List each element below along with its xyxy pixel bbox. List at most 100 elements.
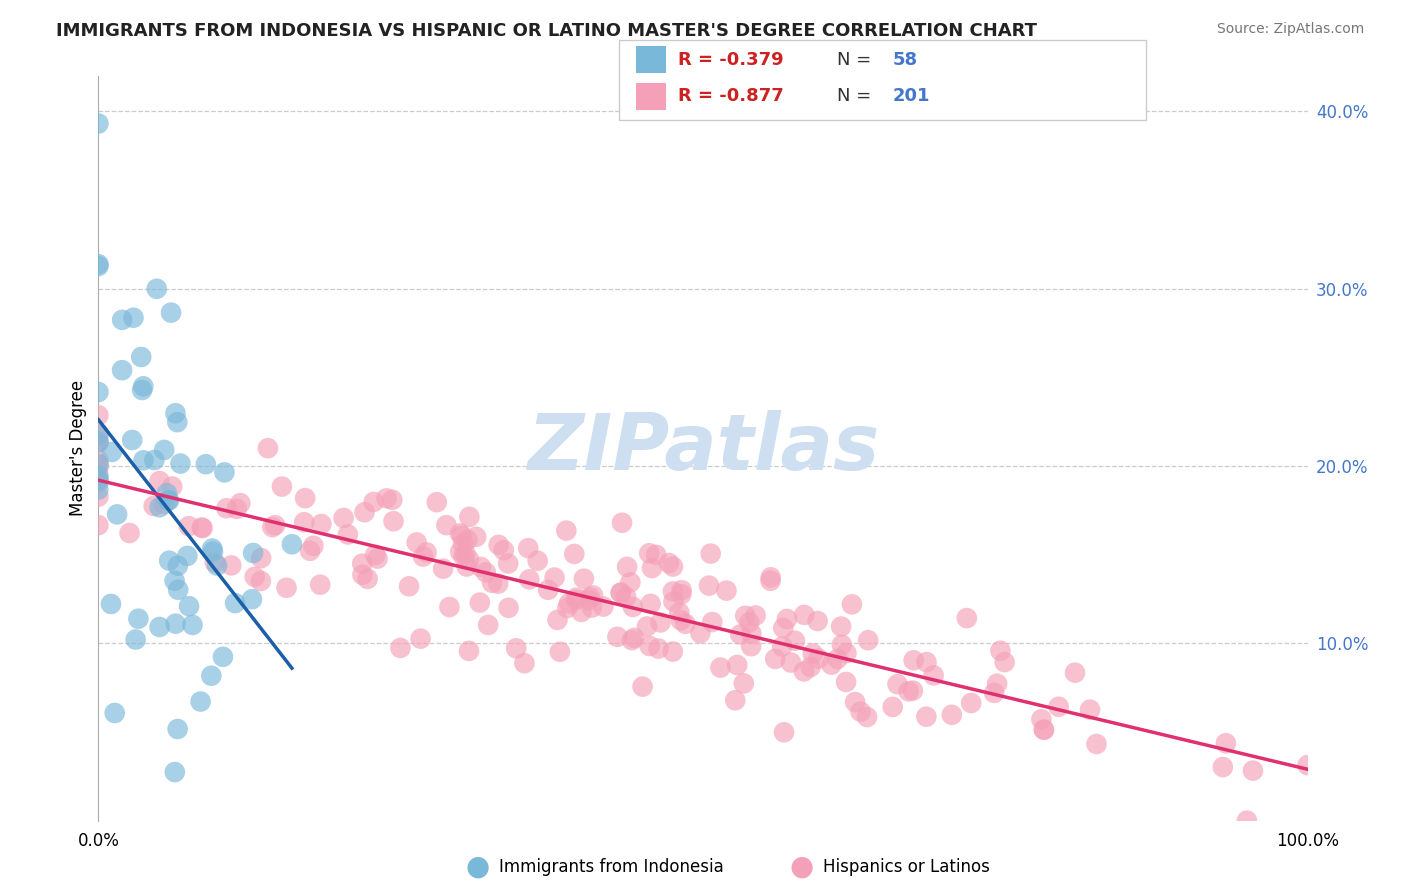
Point [738,615,761,630]
Text: Immigrants from Indonesia: Immigrants from Indonesia [499,858,724,876]
Point [148,620,170,634]
Point [716,583,738,598]
Point [1032,723,1054,737]
Point [465,530,488,544]
Point [650,615,672,630]
Point [990,644,1012,658]
Point [689,626,711,640]
Point [579,591,602,605]
Point [886,677,908,691]
Point [87,468,110,483]
Point [276,581,298,595]
Point [127,612,149,626]
Point [311,516,333,531]
Point [638,546,661,560]
Point [204,556,226,570]
Point [699,547,721,561]
Point [697,579,720,593]
Point [547,613,569,627]
Point [555,600,578,615]
Point [517,541,540,556]
Point [841,598,863,612]
Point [353,505,375,519]
Point [143,453,166,467]
Point [477,618,499,632]
Point [620,633,643,648]
Point [565,593,588,607]
Point [1078,703,1101,717]
Point [734,608,756,623]
Point [456,533,478,547]
Point [548,645,571,659]
Point [835,646,858,660]
Point [901,683,924,698]
Point [526,554,548,568]
Point [398,579,420,593]
Point [610,516,633,530]
Point [356,572,378,586]
Point [262,520,284,534]
Point [271,479,294,493]
Point [807,614,830,628]
Point [1047,699,1070,714]
Point [190,520,212,534]
Point [166,722,188,736]
Point [517,573,540,587]
Point [165,616,187,631]
Text: R = -0.379: R = -0.379 [678,51,783,69]
Point [166,558,188,573]
Text: Hispanics or Latinos: Hispanics or Latinos [823,858,990,876]
Point [673,616,696,631]
Point [562,547,585,561]
Point [645,548,668,562]
Point [454,547,477,561]
Point [177,599,200,614]
Point [87,475,110,489]
Point [145,282,167,296]
Point [412,549,434,564]
Point [156,486,179,500]
Point [87,474,110,488]
Point [671,583,693,598]
Point [827,652,849,666]
Point [449,545,471,559]
Point [87,384,110,399]
Point [671,587,693,601]
Point [496,557,519,571]
Point [87,460,110,475]
Point [468,596,491,610]
Point [725,657,748,672]
Point [619,575,641,590]
Point [831,638,853,652]
Point [426,495,449,509]
Point [229,496,252,510]
Point [250,574,273,588]
Text: ●: ● [789,853,814,881]
Point [772,621,794,635]
Point [257,442,280,456]
Point [730,627,752,641]
Point [169,457,191,471]
Point [724,693,747,707]
Point [662,644,685,658]
Point [662,559,685,574]
Point [1296,758,1319,772]
Point [131,383,153,397]
Point [820,657,842,672]
Point [240,592,263,607]
Point [215,501,238,516]
Point [87,490,110,504]
Point [488,538,510,552]
Point [856,710,879,724]
Point [621,599,644,614]
Point [87,457,110,471]
Point [458,644,481,658]
Point [776,612,799,626]
Point [87,435,110,450]
Point [205,558,228,573]
Point [486,576,509,591]
Point [565,591,588,605]
Point [636,619,658,633]
Point [166,415,188,429]
Point [631,680,654,694]
